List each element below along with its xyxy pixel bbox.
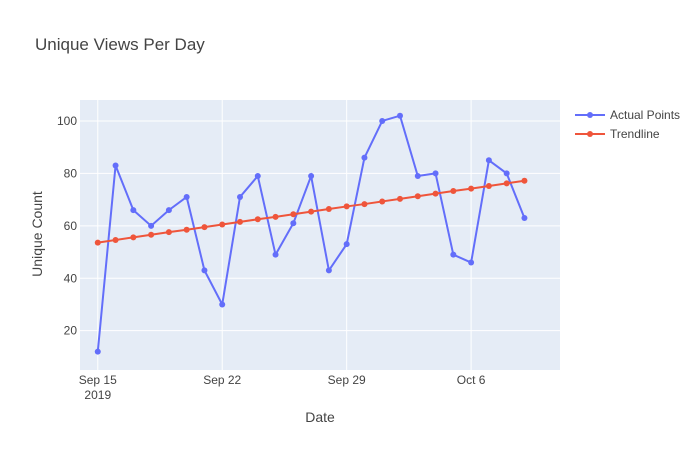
data-point[interactable] [343, 241, 350, 248]
data-point[interactable] [450, 251, 457, 258]
data-point[interactable] [503, 170, 510, 177]
data-point[interactable] [219, 301, 226, 308]
data-point[interactable] [148, 222, 155, 229]
data-point[interactable] [485, 157, 492, 164]
data-point[interactable] [272, 213, 279, 220]
series-actual-points [94, 112, 528, 355]
data-point[interactable] [94, 348, 101, 355]
data-point[interactable] [183, 226, 190, 233]
data-point[interactable] [165, 207, 172, 214]
data-point[interactable] [414, 193, 421, 200]
data-point[interactable] [112, 236, 119, 243]
data-point[interactable] [397, 195, 403, 202]
legend-label: Actual Points [610, 108, 680, 122]
data-point[interactable] [272, 251, 279, 258]
legend-item[interactable]: Trendline [575, 127, 660, 141]
x-tick-label: Sep 15 [79, 373, 117, 387]
legend-marker [587, 131, 593, 137]
data-point[interactable] [325, 206, 332, 213]
data-point[interactable] [432, 170, 439, 177]
chart-title: Unique Views Per Day [35, 35, 205, 54]
y-axis-ticks: 20 40 60 80 100 [57, 114, 77, 338]
data-point[interactable] [237, 218, 243, 225]
x-tick-label: Sep 29 [328, 373, 366, 387]
y-tick-label: 40 [64, 271, 78, 285]
data-point[interactable] [165, 229, 172, 236]
data-point[interactable] [521, 214, 528, 221]
legend-label: Trendline [610, 127, 660, 141]
y-tick-label: 80 [64, 166, 78, 180]
y-tick-label: 60 [64, 219, 78, 233]
data-point[interactable] [290, 211, 297, 218]
data-point[interactable] [94, 239, 101, 246]
data-point[interactable] [148, 231, 155, 238]
data-point[interactable] [308, 173, 315, 180]
x-axis-label: Date [305, 409, 335, 425]
data-point[interactable] [468, 185, 475, 192]
data-point[interactable] [290, 220, 297, 227]
data-point[interactable] [308, 208, 315, 215]
data-point[interactable] [397, 112, 403, 119]
y-tick-label: 100 [57, 114, 77, 128]
data-point[interactable] [254, 173, 261, 180]
data-point[interactable] [219, 221, 226, 228]
data-point[interactable] [237, 193, 243, 200]
data-point[interactable] [201, 267, 208, 274]
data-point[interactable] [450, 187, 457, 194]
data-point[interactable] [130, 234, 137, 241]
legend-item[interactable]: Actual Points [575, 108, 680, 122]
data-point[interactable] [343, 203, 350, 210]
data-point[interactable] [183, 193, 190, 200]
data-point[interactable] [503, 180, 510, 187]
y-tick-label: 20 [64, 324, 78, 338]
data-point[interactable] [379, 198, 386, 205]
data-point[interactable] [361, 154, 368, 161]
series-layer [94, 112, 528, 355]
data-point[interactable] [414, 173, 421, 180]
data-point[interactable] [521, 177, 528, 184]
data-point[interactable] [130, 207, 137, 214]
data-point[interactable] [468, 259, 475, 266]
data-point[interactable] [254, 216, 261, 223]
data-point[interactable] [379, 117, 386, 124]
plot-area [80, 100, 560, 370]
data-point[interactable] [112, 162, 119, 169]
data-point[interactable] [201, 224, 208, 231]
data-point[interactable] [432, 190, 439, 197]
x-tick-label: Sep 22 [203, 373, 241, 387]
data-point[interactable] [361, 201, 368, 208]
x-tick-label: Oct 6 [457, 373, 486, 387]
y-axis-label: Unique Count [29, 191, 45, 277]
x-tick-sublabel: 2019 [84, 388, 111, 402]
legend[interactable]: Actual Points Trendline [575, 108, 680, 141]
legend-marker [587, 112, 593, 118]
series-trendline [94, 177, 528, 246]
data-point[interactable] [485, 182, 492, 189]
data-point[interactable] [325, 267, 332, 274]
